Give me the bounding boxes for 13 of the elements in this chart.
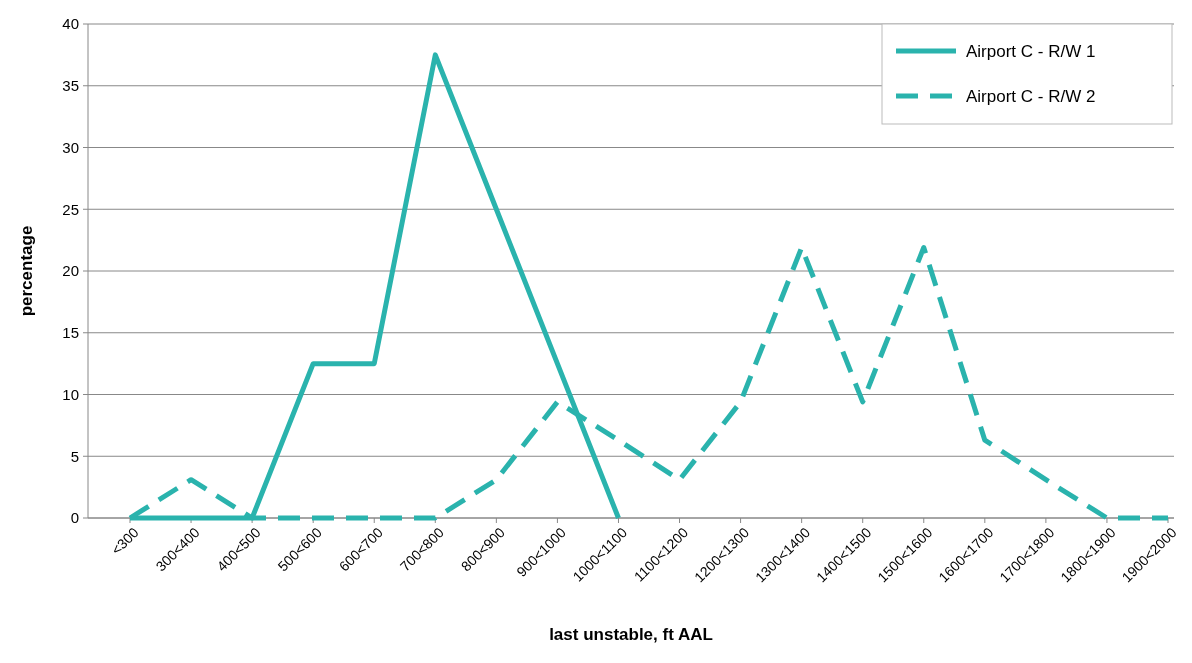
legend-label: Airport C - R/W 2 (966, 86, 1096, 106)
y-axis-title: percentage (17, 225, 36, 317)
y-tick-label: 5 (70, 447, 79, 465)
y-tick-label: 15 (62, 324, 79, 341)
y-tick-label: 20 (62, 262, 79, 280)
legend-label: Airport C - R/W 1 (966, 41, 1096, 61)
y-tick-label: 10 (62, 385, 79, 403)
y-tick-label: 35 (62, 77, 79, 94)
y-tick-label: 30 (62, 138, 79, 156)
y-tick-label: 0 (70, 509, 79, 527)
y-tick-label: 25 (62, 200, 79, 218)
x-axis-title: last unstable, ft AAL (549, 625, 713, 644)
y-tick-label: 40 (62, 15, 79, 33)
